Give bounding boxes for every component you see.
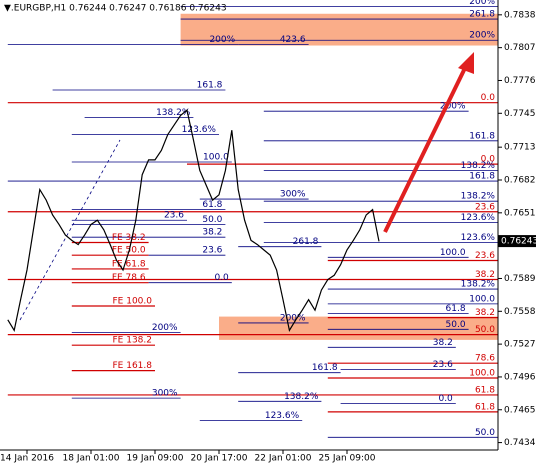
level-label: 100.0 (469, 369, 495, 379)
plot (7, 109, 380, 332)
level-label: 38.2 (202, 228, 222, 238)
price-line (7, 109, 380, 332)
level-label: 23.6 (475, 202, 495, 212)
level-label: 50.0 (475, 428, 495, 438)
level-label: 161.8 (197, 81, 223, 91)
level-label: 261.8 (293, 237, 319, 247)
level-label: 100.0 (440, 248, 466, 258)
level-label: 0.0 (481, 93, 496, 103)
level-label: 23.6 (475, 251, 495, 261)
level-label: 61.8 (475, 402, 495, 412)
forecast-arrow-head (458, 52, 474, 74)
chart-title: ▼.EURGBP,H1 0.76244 0.76247 0.76186 0.76… (4, 4, 227, 14)
level-label: 78.6 (475, 354, 495, 364)
level-label: FE 38.2 (112, 233, 146, 243)
level-label: 161.8 (469, 131, 495, 141)
level-label: 300% (152, 389, 178, 399)
level-label: 23.6 (164, 211, 184, 221)
x-tick-label: 19 Jan 09:00 (127, 454, 184, 464)
level-label: 38.2 (475, 308, 495, 318)
level-label: 0.0 (438, 394, 453, 404)
level-label: 23.6 (202, 246, 222, 256)
levels: 200% 261.8 200% 200% 423.6 161.8 0.0 200% 138.2%… (7, 0, 498, 438)
level-label: 123.6% (265, 411, 300, 421)
level-label: FE 61.8 (112, 259, 146, 269)
level-label: 200% (440, 102, 466, 112)
level-label: 200% (469, 0, 495, 7)
level-label: 200% (209, 35, 235, 45)
x-tick-label: 25 Jan 09:00 (319, 454, 376, 464)
level-label: 23.6 (433, 360, 453, 370)
level-label: 200% (152, 323, 178, 333)
last-price-label: 0.76243 (501, 237, 536, 247)
level-label: 200% (280, 313, 306, 323)
x-tick-label: 22 Jan 01:00 (255, 454, 312, 464)
level-label: 138.2% (461, 161, 496, 171)
trend-line (19, 139, 121, 321)
level-label: 138.2% (156, 108, 191, 118)
level-label: 161.8 (469, 172, 495, 182)
level-label: 138.2% (461, 192, 496, 202)
level-label: 300% (280, 190, 306, 200)
level-label: 138.2% (284, 392, 319, 402)
level-label: 61.8 (446, 304, 466, 314)
level-label: 50.0 (475, 325, 495, 335)
level-label: 0.0 (481, 155, 496, 165)
x-tick-label: 20 Jan 17:00 (191, 454, 248, 464)
level-label: 123.6% (461, 233, 496, 243)
level-label: FE 100.0 (113, 297, 153, 307)
x-tick-label: 18 Jan 01:00 (63, 454, 120, 464)
level-label: 38.2 (433, 338, 453, 348)
level-label: 123.6% (182, 125, 217, 135)
level-label: 50.0 (202, 215, 222, 225)
level-label: FE 138.2 (113, 336, 153, 346)
level-label: FE 161.8 (113, 361, 153, 371)
level-label: 423.6 (280, 35, 306, 45)
level-label: 61.8 (475, 385, 495, 395)
level-label: 200% (469, 31, 495, 41)
level-label: 38.2 (475, 270, 495, 280)
level-label: 100.0 (203, 153, 229, 163)
level-label: FE 78.6 (112, 273, 146, 283)
level-label: 100.0 (469, 294, 495, 304)
level-label: 261.8 (469, 10, 495, 20)
last-price-box (498, 235, 536, 248)
level-label: 161.8 (312, 363, 338, 373)
level-label: 50.0 (446, 320, 466, 330)
level-label: 61.8 (202, 200, 222, 210)
forecast-arrow (383, 65, 468, 233)
level-label: 123.6% (461, 213, 496, 223)
level-label: 0.0 (214, 273, 229, 283)
x-tick-label: 14 Jan 2016 (0, 454, 54, 464)
level-label: 138.2% (461, 280, 496, 290)
